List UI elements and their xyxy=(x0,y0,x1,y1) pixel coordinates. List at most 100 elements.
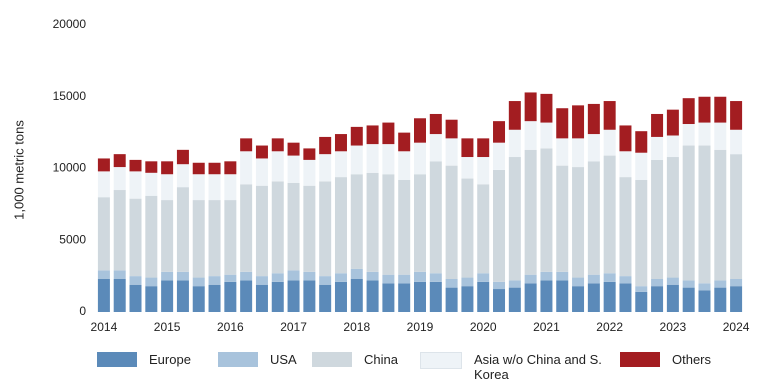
bar-segment xyxy=(303,148,316,160)
bar-segment xyxy=(240,280,253,312)
bar-segment xyxy=(145,161,158,173)
bar-segment xyxy=(303,271,316,281)
bar-segment xyxy=(477,157,490,185)
bar-segment xyxy=(666,109,679,136)
bar-segment xyxy=(129,171,142,199)
bar-segment xyxy=(287,155,300,183)
bar-segment xyxy=(176,271,189,281)
bar-segment xyxy=(366,271,379,281)
bar-segment xyxy=(698,290,711,312)
bar-segment xyxy=(319,154,332,182)
legend-label: Others xyxy=(672,352,712,367)
bar-segment xyxy=(429,273,442,282)
bar-segment xyxy=(208,162,221,175)
x-tick-label: 2024 xyxy=(723,320,750,334)
legend-swatch xyxy=(620,352,660,367)
bar-segment xyxy=(334,177,347,274)
bar-segment xyxy=(445,119,458,139)
bar-segment xyxy=(255,284,268,312)
bar-segment xyxy=(477,281,490,312)
bar-segment xyxy=(255,185,268,277)
bar-segment xyxy=(651,136,664,160)
bar-segment xyxy=(461,138,474,158)
bar-segment xyxy=(461,286,474,312)
bar-segment xyxy=(461,178,474,278)
bar-segment xyxy=(398,151,411,180)
bar-segment xyxy=(429,134,442,162)
y-tick-label: 5000 xyxy=(59,232,86,246)
bar-segment xyxy=(224,174,237,201)
bar-segment xyxy=(445,138,458,166)
bar-segment xyxy=(192,277,205,287)
bar-segment xyxy=(682,280,695,288)
bar-segment xyxy=(224,274,237,282)
bar-segment xyxy=(350,278,363,312)
bar-segment xyxy=(319,181,332,277)
x-tick-label: 2017 xyxy=(280,320,307,334)
legend-swatch xyxy=(97,352,137,367)
bar-segment xyxy=(97,171,110,198)
x-tick-label: 2023 xyxy=(660,320,687,334)
bar-segment xyxy=(461,157,474,179)
bar-segment xyxy=(350,145,363,175)
bar-segment xyxy=(208,276,221,285)
bar-segment xyxy=(698,96,711,123)
bar-segment xyxy=(698,145,711,284)
bar-segment xyxy=(635,179,648,287)
bar-segment xyxy=(587,134,600,162)
x-tick-label: 2014 xyxy=(91,320,118,334)
bar-segment xyxy=(666,277,679,285)
bar-segment xyxy=(714,149,727,281)
x-tick-label: 2020 xyxy=(470,320,497,334)
bar-segment xyxy=(666,284,679,312)
bar-segment xyxy=(651,159,664,279)
bar-segment xyxy=(493,142,506,170)
bar-segment xyxy=(303,185,316,272)
legend-swatch xyxy=(312,352,352,367)
x-tick-label: 2018 xyxy=(343,320,370,334)
bar-segment xyxy=(287,142,300,156)
bar-segment xyxy=(556,280,569,312)
legend-label: Europe xyxy=(149,352,191,367)
x-tick-label: 2019 xyxy=(407,320,434,334)
x-tick-label: 2015 xyxy=(154,320,181,334)
bar-segment xyxy=(540,148,553,272)
bar-segment xyxy=(587,103,600,135)
bar-segment xyxy=(255,158,268,186)
bar-segment xyxy=(113,167,126,191)
bar-segment xyxy=(508,280,521,288)
bar-segment xyxy=(603,129,616,156)
bar-segment xyxy=(334,273,347,282)
bar-segment xyxy=(651,286,664,312)
legend-item: USA xyxy=(218,352,297,367)
bar-segment xyxy=(303,159,316,186)
bar-segment xyxy=(382,283,395,312)
bar-segment xyxy=(398,179,411,275)
bar-segment xyxy=(224,200,237,275)
bar-segment xyxy=(366,125,379,145)
legend-label: China xyxy=(364,352,398,367)
bar-segment xyxy=(603,101,616,130)
bar-segment xyxy=(176,164,189,188)
bar-segment xyxy=(398,132,411,152)
bar-segment xyxy=(240,184,253,272)
bar-segment xyxy=(556,108,569,139)
bar-segment xyxy=(192,162,205,175)
bar-segment xyxy=(129,284,142,312)
bar-segment xyxy=(635,131,648,153)
bar-segment xyxy=(429,113,442,135)
bar-segment xyxy=(524,92,537,122)
bar-segment xyxy=(334,134,347,152)
bar-segment xyxy=(303,280,316,312)
bar-segment xyxy=(97,270,110,279)
bar-segment xyxy=(540,280,553,312)
bar-segment xyxy=(587,283,600,312)
bar-segment xyxy=(682,287,695,312)
bar-segment xyxy=(161,200,174,272)
bar-segment xyxy=(572,138,585,168)
bar-segment xyxy=(461,277,474,287)
bar-segment xyxy=(556,138,569,166)
bar-segment xyxy=(714,287,727,312)
bar-segment xyxy=(414,142,426,175)
